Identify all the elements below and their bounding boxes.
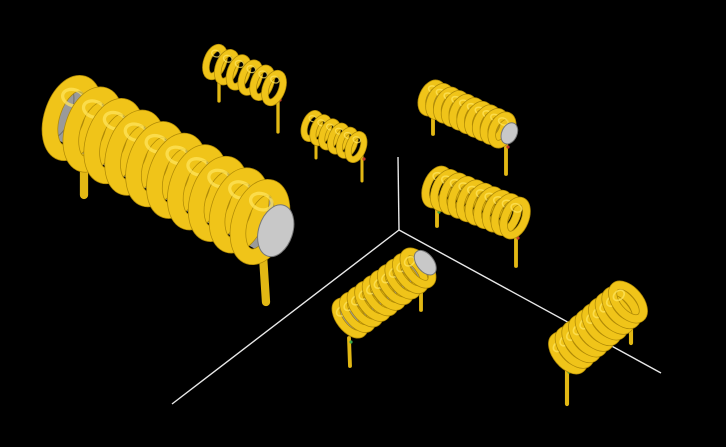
coil-cored-center-bottom[interactable] [330, 246, 440, 368]
coil-turn-highlight [612, 289, 626, 302]
core-end-face [413, 249, 437, 276]
coil-air-small-a[interactable] [202, 43, 287, 134]
pin-marker [349, 340, 353, 344]
coil-turn [327, 123, 350, 154]
coil-cored-right-top[interactable] [417, 79, 521, 176]
coil-turn [491, 193, 522, 236]
axis-x-line [171, 229, 400, 405]
axis-z-line [397, 156, 400, 231]
coil-turn [318, 119, 341, 150]
axis-y-line [398, 229, 662, 374]
coil-turn-highlight [248, 191, 274, 212]
coil-turn-highlight [210, 49, 221, 58]
coil-turn-highlight [234, 59, 245, 69]
core-end-face [257, 204, 295, 258]
pin-marker [506, 145, 510, 149]
coil-turn [336, 127, 358, 158]
pin-marker [362, 157, 366, 161]
core-end-face [500, 122, 519, 145]
inductor-coils [41, 43, 650, 407]
coil-turn [345, 131, 367, 163]
coil-air-right-bottom[interactable] [547, 280, 650, 407]
coil-turn [500, 197, 530, 239]
coil-turn-highlight [222, 54, 233, 63]
coil-turn [608, 281, 648, 323]
coil-turn-highlight [246, 65, 257, 74]
coil-turn-highlight [258, 70, 269, 79]
coil-turn [310, 115, 332, 146]
coil-turn-highlight [352, 136, 362, 144]
coil-turn-highlight [269, 75, 280, 84]
coil-turn [301, 110, 323, 142]
lead-wire [347, 336, 352, 368]
coil-large-cored[interactable] [41, 74, 300, 307]
coil-air-right-mid[interactable] [421, 165, 531, 268]
coil-turn-highlight [510, 202, 523, 213]
coil-turn [209, 168, 269, 253]
coordinate-axes [171, 156, 662, 405]
coil-air-small-b[interactable] [300, 110, 368, 183]
coil-turn [261, 70, 287, 106]
